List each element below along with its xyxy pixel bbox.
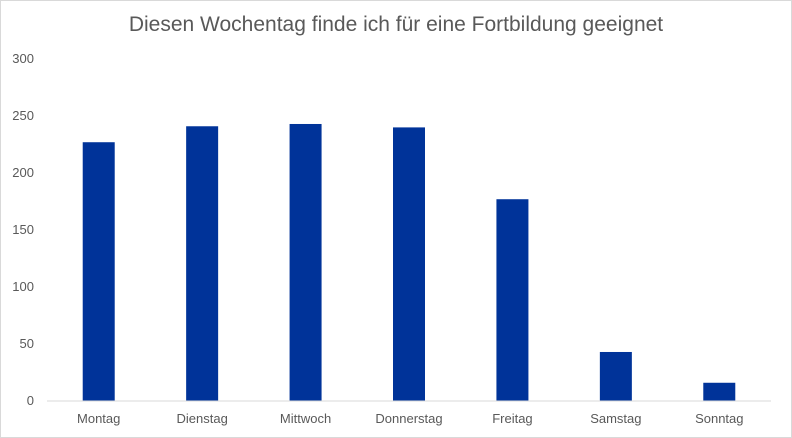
x-tick-label: Freitag [492, 411, 532, 426]
x-tick-label: Sonntag [695, 411, 743, 426]
x-tick-label: Montag [77, 411, 120, 426]
bar-dienstag [186, 126, 219, 401]
bar-mittwoch [289, 123, 322, 401]
y-tick-label: 150 [12, 222, 34, 237]
bar-freitag [496, 199, 529, 401]
y-tick-label: 0 [27, 393, 34, 408]
y-tick-label: 200 [12, 165, 34, 180]
y-tick-label: 250 [12, 108, 34, 123]
x-tick-label: Samstag [590, 411, 641, 426]
y-tick-label: 100 [12, 279, 34, 294]
bar-samstag [599, 351, 632, 401]
x-tick-label: Mittwoch [280, 411, 331, 426]
bar-montag [82, 142, 115, 401]
chart-title: Diesen Wochentag finde ich für eine Fort… [128, 13, 664, 36]
x-tick-label: Donnerstag [375, 411, 442, 426]
bar-donnerstag [393, 127, 425, 402]
y-tick-label: 50 [20, 336, 34, 351]
x-tick-label: Dienstag [176, 411, 227, 426]
bar-sonntag [703, 382, 736, 401]
y-tick-label: 300 [12, 51, 34, 66]
